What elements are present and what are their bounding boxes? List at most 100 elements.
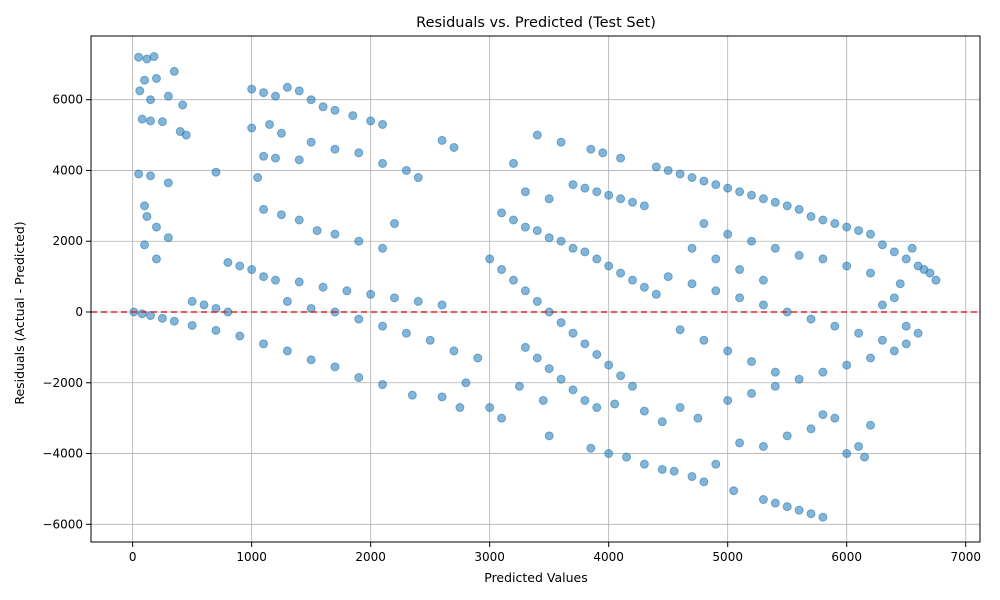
data-point	[854, 226, 864, 236]
data-point	[556, 374, 566, 384]
data-point	[866, 353, 876, 363]
data-point	[235, 331, 245, 341]
data-point	[687, 279, 697, 289]
data-point	[711, 286, 721, 296]
data-point	[497, 413, 507, 423]
data-point	[137, 114, 147, 124]
data-point	[151, 254, 161, 264]
data-point	[449, 346, 459, 356]
data-point	[687, 173, 697, 183]
data-point	[639, 201, 649, 211]
data-point	[627, 197, 637, 207]
data-point	[276, 128, 286, 138]
data-point	[169, 316, 179, 326]
data-point	[907, 243, 917, 253]
data-point	[616, 268, 626, 278]
data-point	[146, 95, 156, 105]
data-point	[675, 325, 685, 335]
data-point	[842, 261, 852, 271]
data-point	[354, 148, 364, 158]
data-point	[842, 360, 852, 370]
data-point	[544, 431, 554, 441]
data-point	[366, 289, 376, 299]
data-point	[508, 158, 518, 168]
data-point	[854, 441, 864, 451]
data-point	[889, 247, 899, 257]
data-point	[586, 443, 596, 453]
data-point	[818, 254, 828, 264]
data-point	[520, 342, 530, 352]
data-point	[455, 403, 465, 413]
data-point	[586, 144, 596, 154]
data-point	[794, 374, 804, 384]
data-point	[282, 346, 292, 356]
data-point	[538, 395, 548, 405]
data-point	[312, 226, 322, 236]
data-point	[140, 75, 150, 85]
data-point	[770, 381, 780, 391]
data-point	[735, 265, 745, 275]
data-point	[163, 178, 173, 188]
data-point	[699, 335, 709, 345]
data-point	[247, 123, 257, 133]
data-point	[818, 215, 828, 225]
data-point	[508, 275, 518, 285]
data-point	[568, 243, 578, 253]
data-point	[342, 286, 352, 296]
data-point	[747, 190, 757, 200]
data-point	[407, 390, 417, 400]
data-point	[140, 201, 150, 211]
data-point	[306, 95, 316, 105]
data-point	[366, 116, 376, 126]
data-point	[889, 346, 899, 356]
data-point	[497, 208, 507, 218]
x-axis-label: Predicted Values	[484, 570, 588, 585]
data-point	[901, 339, 911, 349]
data-point	[770, 367, 780, 377]
data-point	[330, 229, 340, 239]
data-point	[747, 357, 757, 367]
data-point	[747, 236, 757, 246]
data-point	[330, 105, 340, 115]
data-point	[866, 229, 876, 239]
data-point	[306, 137, 316, 147]
data-point	[580, 247, 590, 257]
y-axis-label: Residuals (Actual - Predicted)	[12, 221, 27, 404]
x-tick-label: 6000	[831, 550, 862, 564]
data-point	[497, 265, 507, 275]
data-point	[592, 349, 602, 359]
data-point	[378, 243, 388, 253]
data-point	[663, 165, 673, 175]
data-point	[651, 162, 661, 172]
data-point	[568, 328, 578, 338]
data-point	[782, 431, 792, 441]
data-point	[723, 346, 733, 356]
data-point	[330, 362, 340, 372]
data-point	[413, 296, 423, 306]
data-point	[735, 438, 745, 448]
data-point	[627, 381, 637, 391]
data-point	[723, 229, 733, 239]
data-point	[818, 512, 828, 522]
data-point	[389, 293, 399, 303]
data-point	[532, 130, 542, 140]
data-point	[306, 355, 316, 365]
data-point	[895, 279, 905, 289]
data-point	[747, 388, 757, 398]
data-point	[687, 243, 697, 253]
data-point	[520, 187, 530, 197]
data-point	[259, 204, 269, 214]
data-point	[142, 211, 152, 221]
data-point	[806, 424, 816, 434]
data-point	[931, 275, 941, 285]
data-point	[318, 282, 328, 292]
data-point	[830, 219, 840, 229]
y-tick-label: −6000	[42, 517, 83, 531]
data-point	[146, 116, 156, 126]
data-point	[485, 254, 495, 264]
data-point	[919, 265, 929, 275]
data-point	[758, 441, 768, 451]
data-point	[211, 167, 221, 177]
data-point	[758, 495, 768, 505]
data-point	[146, 171, 156, 181]
